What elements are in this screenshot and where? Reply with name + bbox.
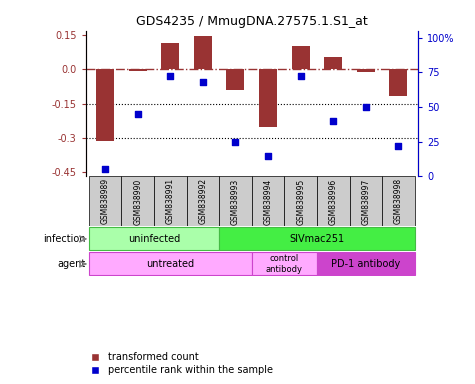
Bar [285, 176, 317, 227]
Bar [219, 176, 252, 227]
Text: GSM838997: GSM838997 [361, 178, 371, 225]
Point [166, 73, 174, 79]
Bar [227, 70, 245, 90]
Bar [89, 176, 121, 227]
Bar [121, 176, 154, 227]
Text: GSM838998: GSM838998 [394, 178, 403, 225]
Bar [252, 252, 317, 275]
Text: GSM838993: GSM838993 [231, 178, 240, 225]
Text: GSM838992: GSM838992 [199, 178, 208, 225]
Text: GSM838989: GSM838989 [101, 178, 110, 225]
Text: untreated: untreated [146, 259, 194, 269]
Point [101, 166, 109, 172]
Bar [390, 70, 408, 96]
Point [297, 73, 304, 79]
Bar [219, 227, 415, 250]
Bar [96, 70, 114, 141]
Point [199, 79, 207, 85]
Point [264, 152, 272, 159]
Text: control
antibody: control antibody [266, 254, 303, 274]
Point [232, 139, 239, 145]
Text: agent: agent [57, 259, 86, 269]
Bar [252, 176, 285, 227]
Text: GSM838994: GSM838994 [264, 178, 273, 225]
Bar [259, 70, 277, 127]
Title: GDS4235 / MmugDNA.27575.1.S1_at: GDS4235 / MmugDNA.27575.1.S1_at [136, 15, 368, 28]
Bar [292, 46, 310, 70]
Bar [89, 252, 252, 275]
Text: GSM838996: GSM838996 [329, 178, 338, 225]
Text: uninfected: uninfected [128, 234, 180, 244]
Point [134, 111, 142, 117]
Bar [350, 176, 382, 227]
Bar [194, 36, 212, 70]
Legend: transformed count, percentile rank within the sample: transformed count, percentile rank withi… [90, 353, 273, 375]
Bar [382, 176, 415, 227]
Bar [357, 70, 375, 72]
Bar [317, 252, 415, 275]
Text: SIVmac251: SIVmac251 [289, 234, 344, 244]
Bar [129, 70, 147, 71]
Point [362, 104, 370, 110]
Text: GSM838995: GSM838995 [296, 178, 305, 225]
Bar [187, 176, 219, 227]
Text: GSM838991: GSM838991 [166, 178, 175, 225]
Bar [162, 43, 179, 70]
Bar [154, 176, 187, 227]
Text: GSM838990: GSM838990 [133, 178, 142, 225]
Bar [89, 227, 219, 250]
Bar [317, 176, 350, 227]
Point [395, 143, 402, 149]
Text: infection: infection [43, 234, 86, 244]
Point [330, 118, 337, 124]
Text: PD-1 antibody: PD-1 antibody [331, 259, 400, 269]
Bar [324, 57, 342, 70]
